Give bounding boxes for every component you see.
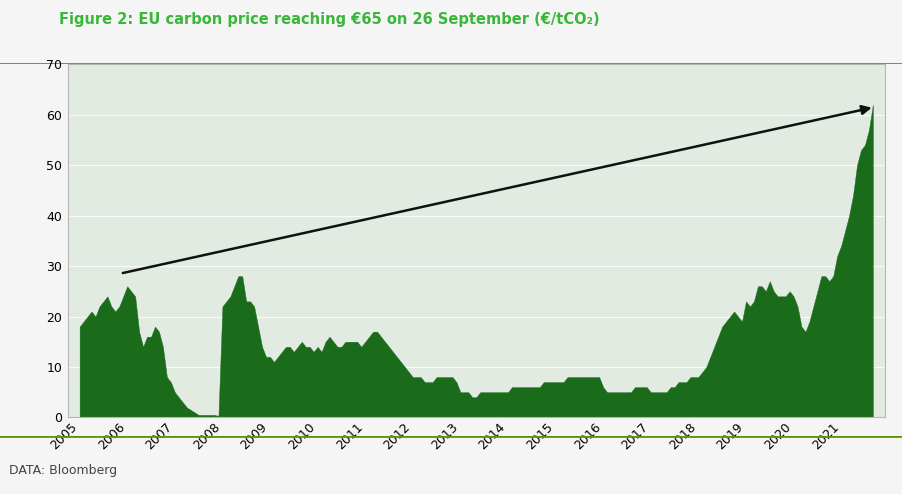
Text: Figure 2: EU carbon price reaching €65 on 26 September (€/tCO₂): Figure 2: EU carbon price reaching €65 o…: [59, 12, 599, 27]
Text: DATA: Bloomberg: DATA: Bloomberg: [9, 464, 117, 477]
